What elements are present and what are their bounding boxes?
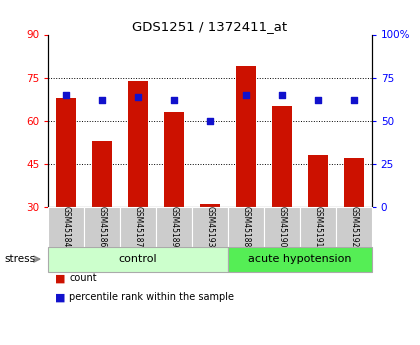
Bar <box>84 207 120 247</box>
Text: GSM45193: GSM45193 <box>205 206 215 248</box>
Point <box>99 97 105 103</box>
Text: ■: ■ <box>55 274 65 283</box>
Text: ■: ■ <box>55 293 65 302</box>
Bar <box>228 207 264 247</box>
Bar <box>120 207 156 247</box>
Bar <box>300 207 336 247</box>
Point <box>135 94 142 99</box>
Title: GDS1251 / 1372411_at: GDS1251 / 1372411_at <box>132 20 288 33</box>
Bar <box>164 112 184 207</box>
Text: GSM45187: GSM45187 <box>134 206 143 247</box>
Point <box>278 92 285 98</box>
Point <box>171 97 177 103</box>
Bar <box>308 155 328 207</box>
Bar <box>272 106 292 207</box>
Text: GSM45184: GSM45184 <box>62 206 71 247</box>
Text: GSM45186: GSM45186 <box>98 206 107 247</box>
Bar <box>236 66 256 207</box>
Bar <box>344 158 364 207</box>
Point <box>315 97 321 103</box>
Point <box>350 97 357 103</box>
Text: GSM45190: GSM45190 <box>277 206 286 248</box>
Text: stress: stress <box>4 254 35 264</box>
Bar <box>228 247 372 272</box>
Bar <box>192 207 228 247</box>
Bar <box>128 80 148 207</box>
Text: count: count <box>69 274 97 283</box>
Bar <box>92 141 112 207</box>
Text: GSM45189: GSM45189 <box>170 206 178 247</box>
Bar <box>336 207 372 247</box>
Bar <box>264 207 300 247</box>
Bar <box>48 207 84 247</box>
Point <box>207 118 213 124</box>
Text: control: control <box>119 254 158 264</box>
Point <box>243 92 249 98</box>
Bar <box>200 204 220 207</box>
Bar <box>156 207 192 247</box>
Bar <box>56 98 76 207</box>
Bar <box>48 247 228 272</box>
Text: GSM45191: GSM45191 <box>313 206 322 247</box>
Point <box>63 92 70 98</box>
Text: percentile rank within the sample: percentile rank within the sample <box>69 293 234 302</box>
Text: GSM45192: GSM45192 <box>349 206 358 247</box>
Text: GSM45188: GSM45188 <box>241 206 250 247</box>
Text: acute hypotension: acute hypotension <box>248 254 352 264</box>
